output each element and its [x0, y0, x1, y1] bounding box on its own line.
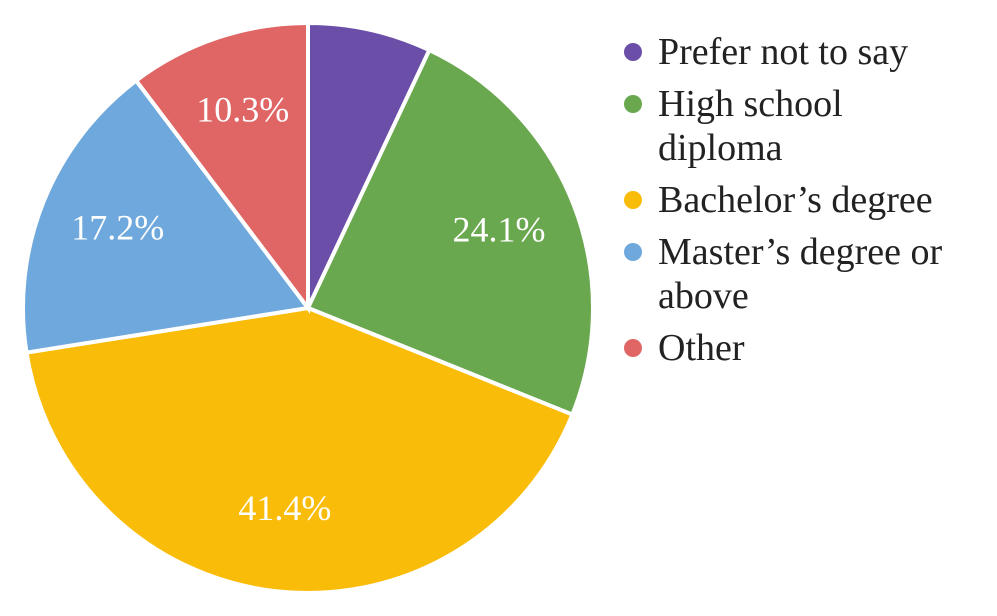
legend-swatch: [624, 191, 642, 209]
data-label: 10.3%: [196, 90, 289, 130]
data-label: 41.4%: [238, 488, 331, 528]
legend-label: Bachelor’s degree: [658, 179, 933, 221]
pie-slice: [133, 20, 310, 314]
legend-label: High school diploma: [658, 83, 843, 169]
legend-label: Master’s degree or above: [658, 231, 943, 317]
legend-swatch: [624, 243, 642, 261]
data-label: 17.2%: [71, 208, 164, 248]
pie-slice: [24, 305, 575, 595]
legend: Prefer not to say High school diploma Bach…: [620, 30, 960, 378]
data-label: 24.1%: [453, 209, 546, 249]
pie-slice: [305, 47, 595, 418]
legend-label: Prefer not to say: [658, 31, 909, 73]
pie-slice: [306, 20, 433, 309]
legend-label: Other: [658, 327, 745, 369]
legend-swatch: [624, 43, 642, 61]
legend-item: High school diploma: [620, 82, 960, 170]
legend-item: Prefer not to say: [620, 30, 960, 74]
legend-swatch: [624, 339, 642, 357]
legend-swatch: [624, 95, 642, 113]
legend-item: Other: [620, 326, 960, 370]
chart: 24.1% 41.4% 17.2% 10.3%: [21, 20, 595, 595]
pie-slice: [21, 77, 312, 355]
legend-item: Bachelor’s degree: [620, 178, 960, 222]
legend-item: Master’s degree or above: [620, 230, 960, 318]
